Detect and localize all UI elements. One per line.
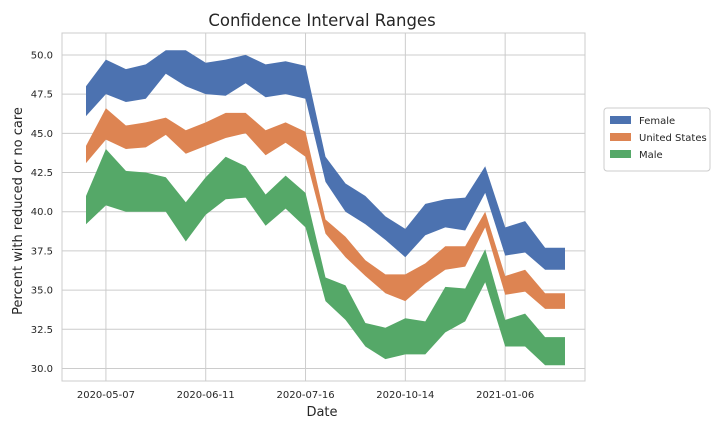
y-tick-labels: 30.0 32.5 35.0 37.5 40.0 42.5 45.0 47.5 50.0	[31, 50, 53, 375]
y-tick-label: 37.5	[31, 246, 53, 257]
y-tick-label: 50.0	[31, 50, 53, 61]
y-tick-label: 35.0	[31, 286, 53, 297]
y-tick-label: 45.0	[31, 129, 53, 140]
x-tick-label: 2020-10-14	[376, 390, 434, 401]
band-united-states	[86, 108, 565, 309]
plot-frame	[61, 32, 586, 382]
y-tick-label: 40.0	[31, 207, 53, 218]
y-tick-label: 47.5	[31, 90, 53, 101]
legend-label-female: Female	[639, 116, 675, 127]
legend-label-united-states: United States	[639, 133, 707, 144]
x-tick-label: 2021-01-06	[476, 390, 534, 401]
x-tick-label: 2020-05-07	[77, 390, 135, 401]
y-tick-label: 32.5	[31, 325, 53, 336]
legend-swatch-male	[610, 150, 631, 158]
legend: Female United States Male	[603, 107, 711, 172]
x-tick-labels: 2020-05-07 2020-06-11 2020-07-16 2020-10-14…	[77, 390, 534, 401]
bands	[86, 50, 565, 366]
band-female	[86, 50, 565, 270]
y-tick-label: 30.0	[31, 364, 53, 375]
x-axis-label: Date	[306, 405, 337, 420]
legend-swatch-united-states	[610, 133, 631, 141]
band-male	[86, 149, 565, 366]
legend-label-male: Male	[639, 150, 663, 161]
x-tick-label: 2020-06-11	[177, 390, 235, 401]
legend-swatch-female	[610, 116, 631, 124]
chart-title: Confidence Interval Ranges	[208, 11, 435, 30]
y-axis-label: Percent with reduced or no care	[11, 107, 26, 315]
x-tick-label: 2020-07-16	[276, 390, 334, 401]
y-tick-label: 42.5	[31, 168, 53, 179]
